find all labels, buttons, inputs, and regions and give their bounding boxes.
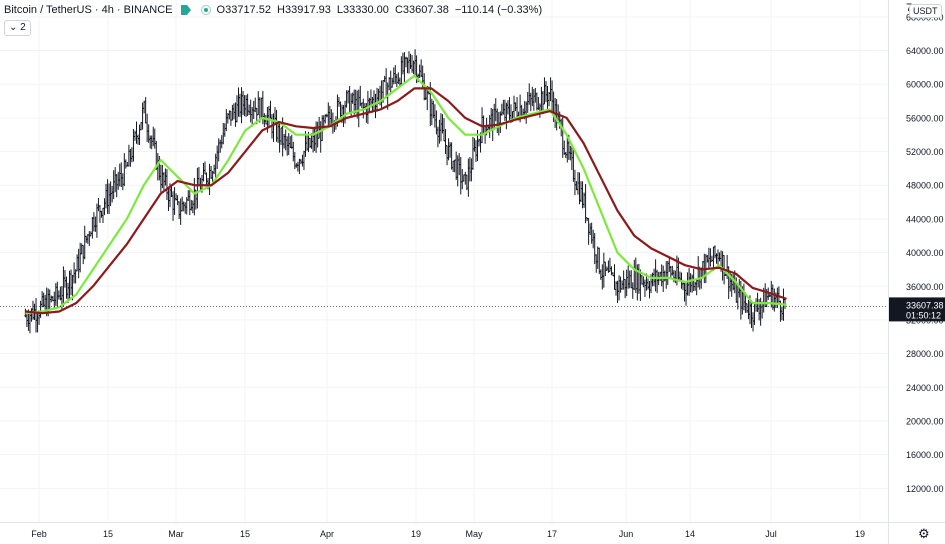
close-value: C33607.38 xyxy=(394,4,449,16)
price-tag-value: 33607.38 xyxy=(906,300,944,310)
x-tick-label: Mar xyxy=(168,529,184,539)
y-tick-label: 20000.00 xyxy=(906,416,944,426)
y-tick-label: 60000.00 xyxy=(906,80,944,90)
high-value: H33917.93 xyxy=(277,4,331,16)
moving-averages xyxy=(25,74,787,315)
x-tick-label: Apr xyxy=(320,529,334,539)
price-tag-countdown: 01:50:12 xyxy=(906,310,941,320)
x-tick-label: 19 xyxy=(411,529,421,539)
x-tick-label: Jul xyxy=(765,529,777,539)
y-tick-label: 56000.00 xyxy=(906,113,944,123)
gear-icon[interactable]: ⚙ xyxy=(918,526,930,541)
y-tick-label: 52000.00 xyxy=(906,147,944,157)
x-tick-label: 15 xyxy=(240,529,250,539)
price-bars xyxy=(24,49,786,334)
y-tick-label: 36000.00 xyxy=(906,282,944,292)
symbol-title[interactable]: Bitcoin / TetherUS · 4h · BINANCE xyxy=(4,4,173,16)
time-axis: Feb 15 Mar 15 Apr 19 May 17 Jun 14 Jul 19 xyxy=(0,522,945,539)
indicator-collapse-button[interactable]: ⌄ 2 xyxy=(4,20,31,36)
ma-slow-line xyxy=(25,87,787,315)
y-tick-label: 28000.00 xyxy=(906,349,944,359)
x-tick-label: 15 xyxy=(103,529,113,539)
x-tick-label: 14 xyxy=(685,529,695,539)
open-value: O33717.52 xyxy=(216,4,271,16)
x-tick-label: 17 xyxy=(547,529,557,539)
x-tick-label: 19 xyxy=(855,529,865,539)
y-tick-label: 12000.00 xyxy=(906,484,944,494)
grid xyxy=(0,0,888,522)
x-tick-label: May xyxy=(465,529,483,539)
flag-icon[interactable] xyxy=(180,5,191,15)
ma-fast-line xyxy=(25,74,787,315)
y-tick-label: 16000.00 xyxy=(906,450,944,460)
low-value: L33330.00 xyxy=(336,4,389,16)
eye-dot-icon[interactable] xyxy=(200,5,211,15)
y-tick-label: 48000.00 xyxy=(906,181,944,191)
y-tick-label: 44000.00 xyxy=(906,214,944,224)
y-tick-label: 40000.00 xyxy=(906,248,944,258)
chart-legend: Bitcoin / TetherUS · 4h · BINANCE O33717… xyxy=(4,4,545,16)
y-tick-label: 24000.00 xyxy=(906,383,944,393)
y-tick-label: 64000.00 xyxy=(906,46,944,56)
currency-button[interactable]: USDT xyxy=(909,4,942,18)
x-tick-label: Feb xyxy=(31,529,47,539)
x-tick-label: Jun xyxy=(619,529,634,539)
change-value: −110.14 (−0.33%) xyxy=(454,4,543,16)
price-tag xyxy=(889,297,945,322)
ohlc-values: O33717.52 H33917.93 L33330.00 C33607.38 … xyxy=(217,4,546,16)
